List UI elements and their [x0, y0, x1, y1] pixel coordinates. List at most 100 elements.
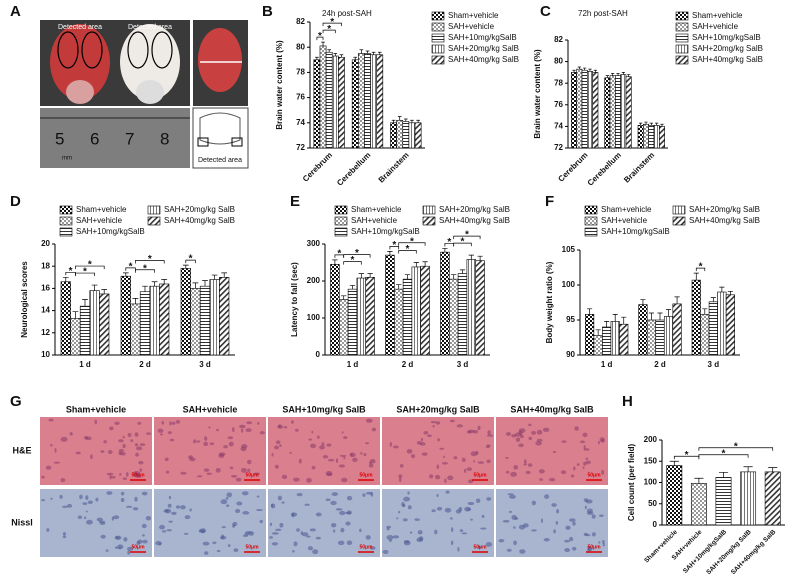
cell	[111, 476, 116, 479]
cell	[75, 451, 81, 455]
cell	[240, 467, 247, 473]
bar	[672, 303, 682, 356]
significance-bracket	[453, 235, 481, 240]
cell	[453, 456, 458, 460]
scale-label: 50μm	[131, 544, 145, 550]
cell	[513, 540, 518, 546]
cell	[406, 449, 413, 454]
legend-swatch	[675, 22, 689, 32]
error-bar	[611, 73, 615, 76]
significance-label: *	[327, 24, 331, 35]
error-bar	[583, 67, 587, 71]
cell	[544, 494, 550, 499]
cell	[473, 460, 476, 463]
cell	[41, 499, 46, 502]
cell	[345, 521, 351, 526]
y-axis-label: Latency to fall (sec)	[290, 262, 299, 337]
cell	[242, 534, 249, 537]
cell	[296, 492, 303, 497]
cell	[168, 520, 173, 523]
significance-label: *	[699, 262, 703, 273]
cell	[216, 549, 221, 553]
cell	[407, 491, 410, 495]
legend-swatch	[422, 216, 436, 226]
cell	[523, 463, 527, 466]
cell	[109, 426, 114, 431]
cell	[118, 448, 125, 452]
cell	[401, 501, 405, 507]
bar	[659, 126, 665, 149]
column-header: SAH+vehicle	[183, 404, 238, 414]
bar	[700, 314, 710, 356]
error-bar	[743, 466, 753, 472]
cell	[585, 499, 593, 504]
bar	[764, 471, 781, 526]
bar	[347, 288, 358, 356]
ruler-number: 8	[160, 129, 169, 148]
bar	[717, 291, 727, 356]
y-tick-label: 100	[307, 313, 321, 322]
cell	[510, 471, 517, 477]
cell	[398, 510, 401, 514]
bar	[448, 278, 459, 356]
ruler-number: 6	[90, 129, 99, 148]
cell	[87, 500, 94, 505]
legend-swatch	[675, 11, 689, 21]
cell	[296, 528, 300, 532]
legend-swatch	[584, 227, 598, 237]
legend-swatch	[59, 205, 73, 215]
y-axis-label: Brain water content (%)	[275, 40, 284, 130]
cell	[365, 418, 373, 423]
column-header: Sham+vehicle	[66, 404, 126, 414]
significance-bracket	[698, 454, 749, 458]
error-bar	[371, 51, 376, 55]
cell	[326, 443, 332, 447]
cell	[467, 429, 475, 433]
scale-label: 50μm	[359, 472, 373, 478]
cell	[159, 524, 165, 530]
x-tick-label: 3 d	[708, 360, 720, 369]
cell	[601, 469, 605, 475]
cell	[120, 491, 125, 496]
cell	[294, 428, 299, 432]
cell	[161, 420, 165, 425]
cell	[86, 519, 93, 525]
error-bar	[595, 329, 601, 336]
y-tick-label: 74	[296, 118, 305, 127]
cell	[337, 540, 345, 546]
cell	[246, 459, 252, 465]
cell	[346, 540, 353, 545]
error-bar	[604, 321, 610, 327]
significance-label: *	[722, 448, 726, 459]
cell	[269, 522, 273, 527]
bar	[420, 265, 430, 356]
y-tick-label: 0	[653, 520, 658, 529]
cell	[100, 534, 106, 539]
scale-label: 50μm	[587, 544, 601, 550]
cell	[477, 425, 481, 431]
cell	[598, 541, 601, 544]
error-bar	[605, 75, 609, 78]
error-bar	[202, 280, 208, 287]
cell	[103, 440, 108, 444]
cell	[306, 535, 311, 538]
cell	[230, 474, 238, 478]
bar	[408, 122, 416, 149]
error-bar	[649, 122, 653, 126]
legend-label: SAH+20mg/kg SalB	[689, 205, 760, 214]
cell	[322, 455, 329, 459]
cell	[316, 435, 320, 439]
panel-letter: C	[540, 3, 551, 20]
cell	[444, 478, 447, 484]
cell	[585, 457, 589, 461]
cell	[402, 518, 408, 522]
cell	[315, 512, 322, 517]
cell	[122, 443, 126, 449]
cell	[59, 494, 63, 499]
error-bar	[365, 50, 370, 54]
cell	[115, 546, 118, 549]
cell	[319, 445, 325, 450]
error-bar	[768, 467, 778, 472]
error-bar	[72, 311, 79, 319]
bar	[99, 293, 110, 356]
